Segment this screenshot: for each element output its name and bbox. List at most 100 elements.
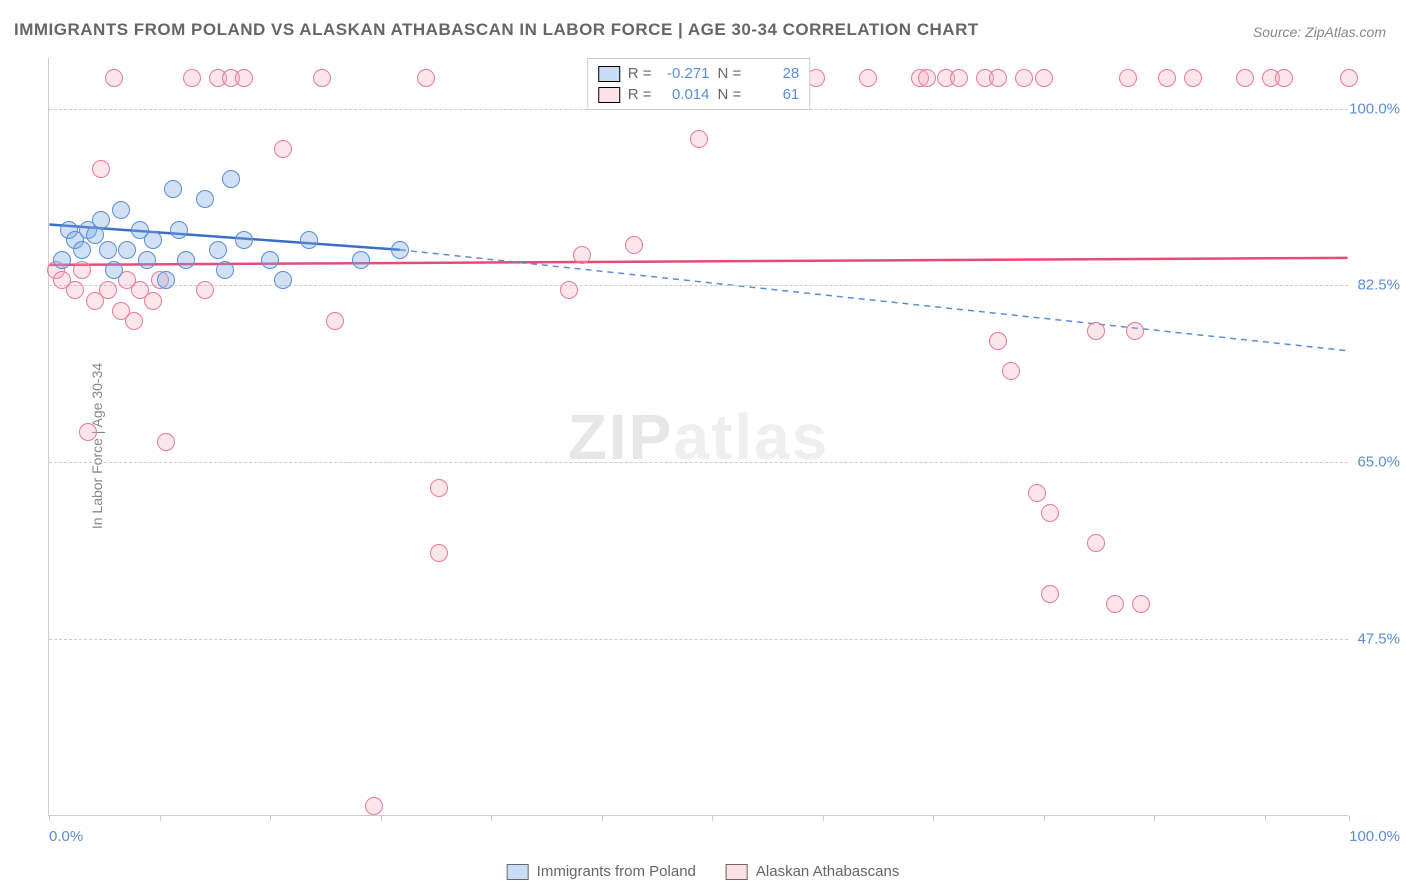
- source-attribution: Source: ZipAtlas.com: [1253, 24, 1386, 40]
- data-point-pink: [73, 261, 91, 279]
- swatch-pink: [726, 864, 748, 880]
- x-tick-mark: [712, 815, 713, 821]
- y-tick-label: 65.0%: [1357, 454, 1400, 471]
- x-tick-mark: [491, 815, 492, 821]
- data-point-pink: [144, 292, 162, 310]
- x-tick-mark: [1154, 815, 1155, 821]
- data-point-pink: [1184, 69, 1202, 87]
- x-tick-mark: [933, 815, 934, 821]
- data-point-pink: [99, 281, 117, 299]
- data-point-pink: [1087, 534, 1105, 552]
- gridline: [49, 462, 1348, 463]
- data-point-pink: [157, 433, 175, 451]
- x-tick-mark: [602, 815, 603, 821]
- n-value-blue: 28: [749, 65, 799, 82]
- data-point-blue: [196, 190, 214, 208]
- y-tick-label: 100.0%: [1349, 100, 1400, 117]
- data-point-blue: [92, 211, 110, 229]
- data-point-blue: [352, 251, 370, 269]
- x-tick-mark: [823, 815, 824, 821]
- x-tick-mark: [381, 815, 382, 821]
- data-point-pink: [235, 69, 253, 87]
- data-point-pink: [1119, 69, 1137, 87]
- data-point-blue: [300, 231, 318, 249]
- x-tick-mark: [1044, 815, 1045, 821]
- data-point-pink: [1041, 504, 1059, 522]
- data-point-pink: [365, 797, 383, 815]
- data-point-pink: [79, 423, 97, 441]
- data-point-blue: [177, 251, 195, 269]
- r-value-blue: -0.271: [660, 65, 710, 82]
- r-value-pink: 0.014: [660, 86, 710, 103]
- y-tick-label: 82.5%: [1357, 277, 1400, 294]
- data-point-pink: [573, 246, 591, 264]
- data-point-pink: [196, 281, 214, 299]
- data-point-blue: [144, 231, 162, 249]
- legend-row-pink: R = 0.014 N = 61: [598, 84, 800, 105]
- data-point-pink: [417, 69, 435, 87]
- data-point-pink: [859, 69, 877, 87]
- data-point-pink: [1028, 484, 1046, 502]
- data-point-pink: [1126, 322, 1144, 340]
- data-point-pink: [430, 479, 448, 497]
- data-point-pink: [1236, 69, 1254, 87]
- data-point-pink: [625, 236, 643, 254]
- swatch-pink: [598, 87, 620, 103]
- swatch-blue: [598, 66, 620, 82]
- data-point-blue: [73, 241, 91, 259]
- correlation-chart-container: IMMIGRANTS FROM POLAND VS ALASKAN ATHABA…: [0, 0, 1406, 892]
- trend-lines: [49, 58, 1348, 815]
- legend-item-pink: Alaskan Athabascans: [726, 863, 899, 880]
- data-point-pink: [1132, 595, 1150, 613]
- data-point-blue: [118, 241, 136, 259]
- correlation-legend: R = -0.271 N = 28 R = 0.014 N = 61: [587, 58, 811, 110]
- data-point-pink: [989, 69, 1007, 87]
- data-point-pink: [326, 312, 344, 330]
- data-point-pink: [1041, 585, 1059, 603]
- data-point-blue: [391, 241, 409, 259]
- data-point-blue: [157, 271, 175, 289]
- chart-title: IMMIGRANTS FROM POLAND VS ALASKAN ATHABA…: [14, 20, 979, 40]
- data-point-pink: [1002, 362, 1020, 380]
- legend-label-pink: Alaskan Athabascans: [756, 863, 899, 880]
- x-tick-mark: [270, 815, 271, 821]
- legend-label-blue: Immigrants from Poland: [537, 863, 696, 880]
- data-point-blue: [170, 221, 188, 239]
- data-point-pink: [66, 281, 84, 299]
- data-point-pink: [183, 69, 201, 87]
- n-label: N =: [718, 65, 742, 82]
- data-point-blue: [261, 251, 279, 269]
- data-point-pink: [105, 69, 123, 87]
- gridline: [49, 285, 1348, 286]
- x-tick-mark: [160, 815, 161, 821]
- data-point-blue: [209, 241, 227, 259]
- data-point-blue: [216, 261, 234, 279]
- data-point-blue: [105, 261, 123, 279]
- data-point-pink: [918, 69, 936, 87]
- data-point-blue: [235, 231, 253, 249]
- data-point-pink: [125, 312, 143, 330]
- data-point-blue: [138, 251, 156, 269]
- data-point-blue: [164, 180, 182, 198]
- data-point-blue: [222, 170, 240, 188]
- data-point-pink: [989, 332, 1007, 350]
- data-point-pink: [1158, 69, 1176, 87]
- r-label: R =: [628, 65, 652, 82]
- data-point-pink: [950, 69, 968, 87]
- data-point-pink: [1087, 322, 1105, 340]
- data-point-pink: [690, 130, 708, 148]
- data-point-pink: [560, 281, 578, 299]
- legend-item-blue: Immigrants from Poland: [507, 863, 696, 880]
- data-point-pink: [1275, 69, 1293, 87]
- data-point-pink: [1015, 69, 1033, 87]
- data-point-pink: [313, 69, 331, 87]
- x-tick-mark: [1349, 815, 1350, 821]
- data-point-blue: [274, 271, 292, 289]
- x-tick-min: 0.0%: [49, 828, 83, 845]
- n-label: N =: [718, 86, 742, 103]
- data-point-blue: [99, 241, 117, 259]
- x-tick-mark: [49, 815, 50, 821]
- n-value-pink: 61: [749, 86, 799, 103]
- series-legend: Immigrants from Poland Alaskan Athabasca…: [507, 863, 900, 880]
- x-tick-max: 100.0%: [1349, 828, 1400, 845]
